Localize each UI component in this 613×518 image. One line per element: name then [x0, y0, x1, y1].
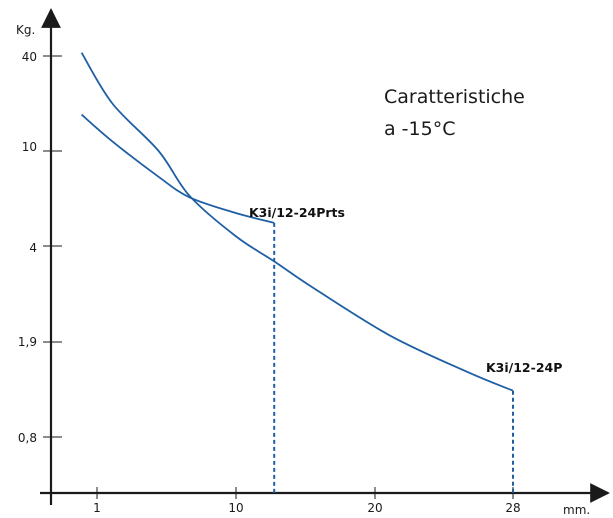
series-line-2: [80, 52, 514, 392]
y-tick-label: 1,9: [18, 335, 37, 349]
y-ticks: 40 10 4 1,9 0,8: [18, 50, 62, 445]
y-axis-label: Kg.: [16, 23, 35, 37]
y-tick-label: 4: [29, 241, 37, 255]
x-axis-label: mm.: [563, 503, 590, 517]
x-tick-label: 28: [505, 501, 520, 515]
axes: [40, 8, 610, 505]
annotation-line-1: Caratteristiche: [384, 86, 525, 108]
x-ticks: 1 10 20 28: [93, 487, 521, 515]
x-tick-label: 20: [367, 501, 382, 515]
x-tick-label: 1: [93, 501, 101, 515]
series-layer: [80, 52, 514, 493]
y-tick-label: 40: [22, 50, 37, 64]
y-tick-label: 10: [22, 140, 37, 154]
series-label-p: K3i/12-24P: [486, 360, 562, 375]
annotation-line-2: a -15°C: [384, 118, 455, 140]
series-label-prts: K3i/12-24Prts: [249, 205, 345, 220]
series-line-1: [81, 113, 275, 224]
x-tick-label: 10: [228, 501, 243, 515]
y-tick-label: 0,8: [18, 431, 37, 445]
annotation: Caratteristiche a -15°C: [384, 86, 525, 140]
